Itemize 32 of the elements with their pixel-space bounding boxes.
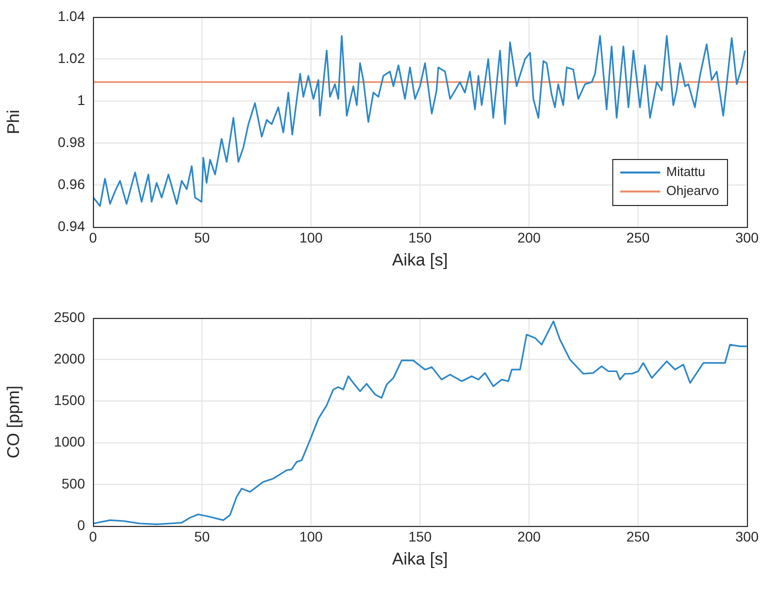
x-tick-label: 50 <box>194 229 210 246</box>
x-tick-label: 300 <box>735 229 759 246</box>
x-tick-label: 150 <box>408 528 432 544</box>
y-tick-label: 0.94 <box>58 218 86 234</box>
x-tick-label: 50 <box>194 528 210 544</box>
x-tick-label: 300 <box>735 528 759 544</box>
y-tick-label: 1500 <box>54 392 86 408</box>
x-tick-label: 200 <box>517 229 541 246</box>
x-tick-label: 100 <box>299 528 323 544</box>
x-tick-label: 250 <box>626 528 650 544</box>
legend-label: Ohjearvo <box>666 183 719 198</box>
y-tick-label: 1.04 <box>58 8 86 24</box>
y-tick-label: 1.02 <box>58 50 86 66</box>
x-tick-label: 200 <box>517 528 541 544</box>
y-tick-label: 500 <box>62 475 86 492</box>
x-tick-label: 150 <box>408 229 432 246</box>
y-tick-label: 2000 <box>54 350 86 366</box>
y-tick-label: 0 <box>77 516 86 533</box>
y-tick-label: 0.96 <box>58 176 86 192</box>
x-tick-label: 0 <box>89 528 98 544</box>
legend-label: Mitattu <box>666 164 706 180</box>
x-tick-label: 100 <box>299 229 323 246</box>
x-tick-label: 250 <box>626 229 650 246</box>
x-tick-label: 0 <box>89 229 98 246</box>
y-axis-title: CO [ppm] <box>4 386 23 458</box>
y-tick-label: 2500 <box>54 308 86 325</box>
y-tick-label: 1 <box>77 92 86 108</box>
x-axis-title: Aika [s] <box>392 549 448 568</box>
y-tick-label: 1000 <box>54 434 86 450</box>
x-axis-title: Aika [s] <box>392 250 448 270</box>
y-tick-label: 0.98 <box>58 134 86 150</box>
y-axis-title: Phi <box>4 110 23 134</box>
